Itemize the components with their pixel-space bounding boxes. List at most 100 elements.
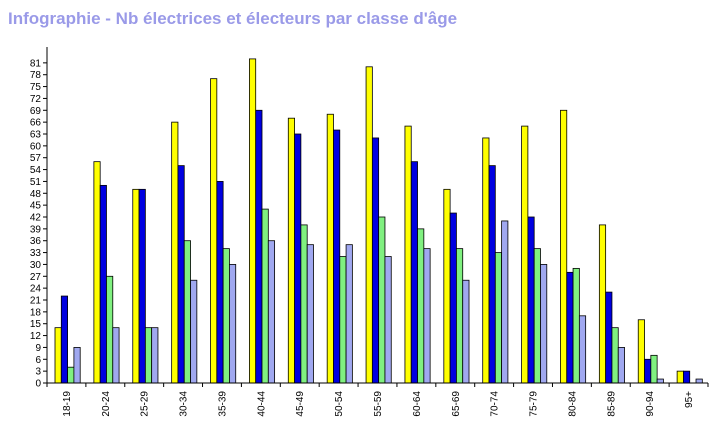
- bar-18-19-s0: [54, 327, 62, 384]
- x-tick-label: 50-54: [334, 391, 345, 417]
- bar-70-74-s2: [494, 252, 503, 384]
- bar-45-49-s0: [287, 117, 295, 384]
- bar-18-19-s2: [67, 366, 75, 384]
- bar-20-24-s2: [106, 275, 114, 384]
- bar-95+-s3: [695, 378, 703, 384]
- y-tick-label: 60: [30, 141, 42, 152]
- bar-35-39-s3: [229, 264, 237, 384]
- bar-40-44-s1: [255, 109, 263, 384]
- bar-55-59-s1: [371, 137, 380, 384]
- y-tick-label: 72: [30, 94, 42, 105]
- bar-30-34-s0: [171, 121, 179, 384]
- x-tick-label: 55-59: [373, 391, 384, 417]
- y-tick-label: 54: [30, 165, 42, 176]
- bar-85-89-s2: [611, 327, 619, 384]
- bar-40-44-s3: [267, 240, 276, 384]
- bar-30-34-s2: [183, 240, 191, 384]
- x-tick-label: 95+: [684, 391, 695, 408]
- bar-65-69-s0: [443, 188, 451, 384]
- x-tick-label: 75-79: [529, 391, 540, 417]
- bar-65-69-s3: [462, 279, 470, 384]
- y-tick-label: 36: [30, 236, 42, 247]
- bar-70-74-s1: [488, 165, 496, 384]
- bar-80-84-s3: [578, 315, 587, 384]
- bar-25-29-s1: [138, 188, 146, 384]
- bar-60-64-s2: [417, 228, 425, 384]
- bar-55-59-s0: [365, 66, 373, 384]
- y-tick-label: 12: [30, 331, 42, 342]
- y-tick-label: 9: [35, 343, 41, 354]
- x-tick-label: 65-69: [451, 391, 462, 417]
- y-tick-label: 48: [30, 189, 42, 200]
- bar-90-94-s0: [637, 319, 645, 384]
- x-tick-label: 70-74: [490, 391, 501, 417]
- bar-25-29-s0: [132, 188, 140, 384]
- bar-55-59-s3: [384, 256, 392, 384]
- bar-60-64-s3: [423, 248, 431, 384]
- y-tick-label: 15: [30, 319, 42, 330]
- bar-85-89-s1: [605, 291, 613, 384]
- bar-60-64-s0: [404, 125, 412, 384]
- y-tick-label: 42: [30, 213, 42, 224]
- y-tick-label: 51: [30, 177, 42, 188]
- y-tick-label: 21: [30, 296, 42, 307]
- bar-50-54-s0: [326, 113, 334, 384]
- bar-25-29-s2: [144, 327, 153, 384]
- bar-40-44-s0: [249, 58, 257, 384]
- y-tick-label: 6: [35, 355, 41, 366]
- bar-90-94-s3: [656, 378, 664, 384]
- y-tick-label: 18: [30, 307, 42, 318]
- y-tick-label: 39: [30, 224, 42, 235]
- bar-75-79-s1: [527, 216, 535, 384]
- bar-45-49-s2: [300, 224, 308, 384]
- bar-85-89-s0: [598, 224, 607, 384]
- bar-70-74-s0: [482, 137, 490, 384]
- x-tick-label: 90-94: [645, 391, 656, 417]
- y-tick-label: 69: [30, 106, 42, 117]
- bar-18-19-s1: [60, 295, 68, 384]
- bar-80-84-s0: [560, 109, 568, 384]
- bar-65-69-s1: [449, 212, 457, 384]
- bar-80-84-s2: [572, 267, 580, 384]
- bar-80-84-s1: [566, 271, 574, 384]
- bar-85-89-s3: [617, 347, 625, 384]
- bar-50-54-s1: [333, 129, 341, 384]
- y-tick-label: 57: [30, 153, 42, 164]
- x-tick-label: 40-44: [256, 391, 267, 417]
- x-tick-label: 85-89: [606, 391, 617, 417]
- bar-75-79-s3: [540, 264, 548, 384]
- bar-18-19-s3: [73, 347, 81, 384]
- y-tick-label: 0: [35, 379, 41, 390]
- y-tick-label: 27: [30, 272, 42, 283]
- y-tick-label: 78: [30, 70, 42, 81]
- x-tick-label: 25-29: [140, 391, 151, 417]
- bar-20-24-s0: [93, 161, 101, 384]
- bar-25-29-s3: [151, 327, 159, 384]
- bar-90-94-s2: [650, 354, 658, 384]
- x-tick-label: 20-24: [101, 391, 112, 417]
- bar-70-74-s3: [501, 220, 509, 384]
- x-tick-label: 60-64: [412, 391, 423, 417]
- bar-20-24-s1: [99, 184, 107, 384]
- bar-30-34-s1: [177, 165, 185, 384]
- x-tick-label: 30-34: [179, 391, 190, 417]
- bar-75-79-s2: [533, 248, 541, 384]
- bar-30-34-s3: [190, 279, 198, 384]
- x-tick-label: 18-19: [62, 391, 73, 417]
- bars-group: [54, 58, 703, 384]
- bar-55-59-s2: [378, 216, 386, 384]
- bar-50-54-s2: [339, 256, 347, 384]
- bar-45-49-s3: [306, 244, 314, 384]
- bar-65-69-s2: [456, 248, 464, 384]
- bar-95+-s1: [683, 370, 691, 384]
- bar-90-94-s1: [644, 358, 652, 384]
- bar-45-49-s1: [294, 133, 302, 384]
- bar-60-64-s1: [410, 161, 418, 384]
- bar-40-44-s2: [261, 208, 269, 384]
- y-tick-label: 33: [30, 248, 42, 259]
- y-tick-label: 75: [30, 82, 42, 93]
- bar-20-24-s3: [112, 327, 120, 384]
- y-tick-label: 63: [30, 130, 42, 141]
- y-tick-label: 66: [30, 118, 42, 129]
